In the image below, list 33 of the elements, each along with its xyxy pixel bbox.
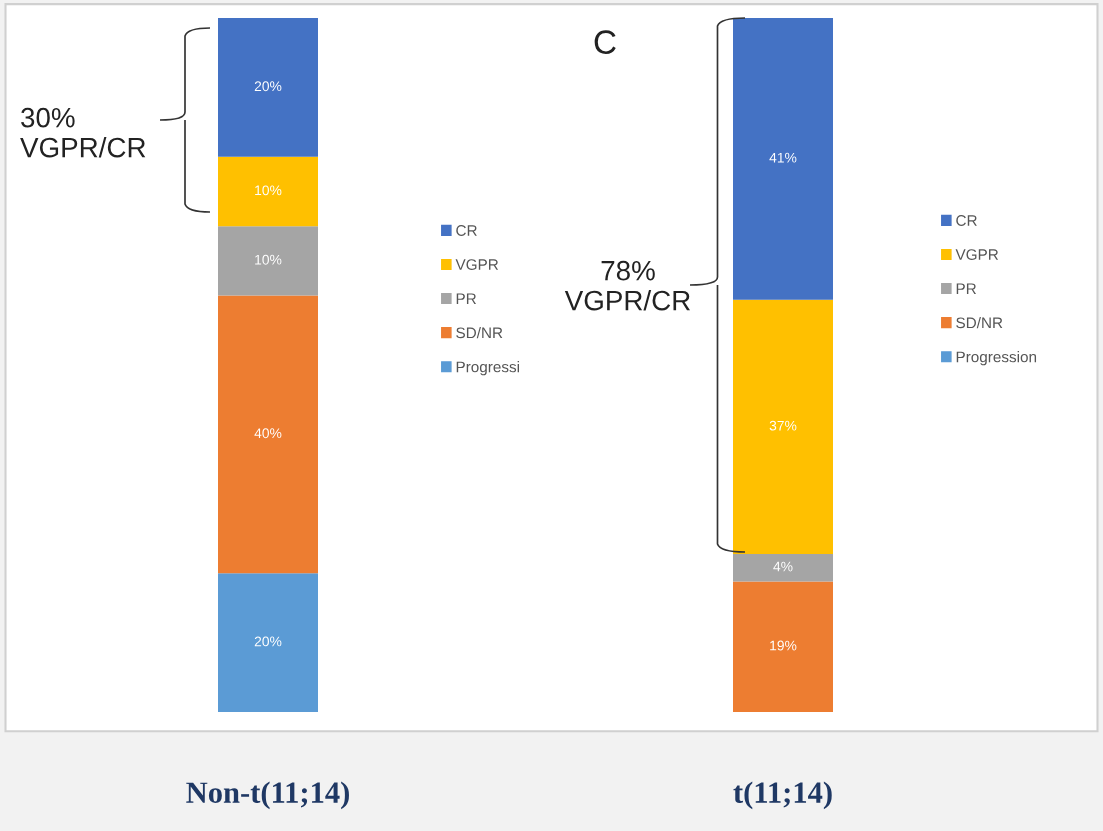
bar [218, 226, 318, 296]
legend-label: SD/NR [456, 326, 503, 339]
x-tick-label: t(11;14) [733, 781, 832, 810]
legend-label: CR [956, 215, 977, 226]
data-label: 19% [770, 640, 797, 651]
legend-label: VGPR [455, 259, 499, 270]
legend-label: Progressi [456, 361, 519, 376]
legend-label: Progression [956, 351, 1037, 366]
bar [733, 553, 833, 582]
data-label: 40% [254, 428, 282, 439]
bar [733, 18, 833, 300]
text: 78% VGPR/CR [564, 260, 690, 311]
legend-label: CR [456, 225, 477, 236]
bar [733, 581, 833, 712]
bar [218, 295, 318, 574]
data-label: 10% [255, 185, 282, 196]
bar [218, 156, 318, 227]
bar [733, 299, 833, 554]
data-label: 37% [769, 420, 797, 431]
legend-label: PR [956, 283, 977, 294]
text: 30% VGPR/CR [20, 107, 146, 158]
bar [218, 573, 318, 712]
data-label: 41% [769, 152, 797, 163]
data-label: 20% [254, 636, 282, 647]
legend-label: PR [456, 293, 477, 304]
data-label: 4% [773, 561, 793, 572]
data-label: 10% [255, 254, 282, 265]
text: C [594, 30, 616, 54]
legend-label: VGPR [955, 249, 999, 260]
legend-label: SD/NR [956, 316, 1003, 329]
data-label: 20% [254, 81, 282, 92]
bar [218, 18, 318, 157]
x-tick-label: Non-t(11;14) [186, 781, 349, 810]
